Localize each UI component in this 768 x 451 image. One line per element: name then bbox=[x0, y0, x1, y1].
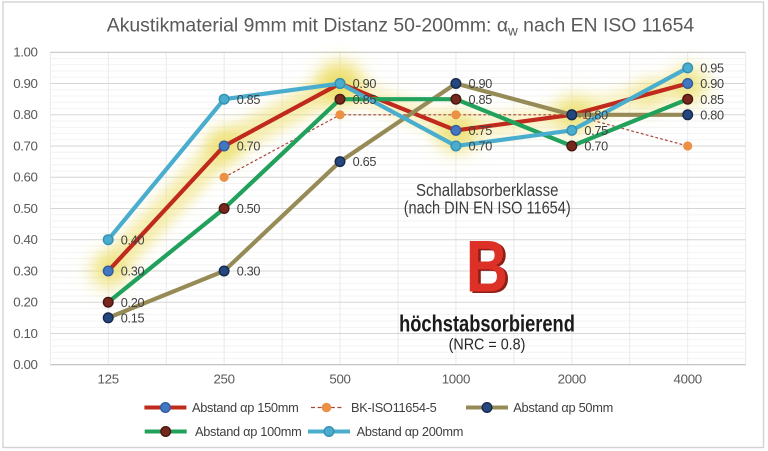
svg-text:0.70: 0.70 bbox=[237, 140, 261, 154]
svg-text:0.50: 0.50 bbox=[13, 201, 37, 216]
svg-text:0.40: 0.40 bbox=[13, 232, 37, 247]
svg-text:125: 125 bbox=[98, 372, 119, 387]
svg-text:0.70: 0.70 bbox=[469, 140, 493, 154]
svg-text:4000: 4000 bbox=[674, 372, 702, 387]
svg-text:0.90: 0.90 bbox=[700, 77, 724, 91]
svg-text:höchstabsorbierend: höchstabsorbierend bbox=[399, 311, 575, 337]
svg-text:0.70: 0.70 bbox=[584, 140, 608, 154]
svg-text:0.15: 0.15 bbox=[121, 311, 145, 325]
svg-text:0.85: 0.85 bbox=[237, 93, 261, 107]
svg-text:0.50: 0.50 bbox=[237, 202, 261, 216]
svg-text:0.00: 0.00 bbox=[13, 357, 37, 372]
svg-text:0.80: 0.80 bbox=[700, 108, 724, 122]
svg-text:0.30: 0.30 bbox=[121, 265, 145, 279]
svg-text:(nach DIN EN ISO 11654): (nach DIN EN ISO 11654) bbox=[404, 198, 571, 218]
svg-text:0.30: 0.30 bbox=[237, 265, 261, 279]
svg-text:BK-ISO11654-5: BK-ISO11654-5 bbox=[351, 400, 437, 415]
svg-text:250: 250 bbox=[213, 372, 234, 387]
svg-text:(NRC = 0.8): (NRC = 0.8) bbox=[449, 337, 526, 354]
svg-text:0.40: 0.40 bbox=[121, 233, 145, 247]
svg-text:Schallabsorberklasse: Schallabsorberklasse bbox=[416, 180, 559, 200]
svg-text:500: 500 bbox=[329, 372, 350, 387]
svg-text:Abstand αp 200mm: Abstand αp 200mm bbox=[357, 424, 463, 439]
svg-text:0.10: 0.10 bbox=[13, 326, 37, 341]
svg-text:Abstand αp 150mm: Abstand αp 150mm bbox=[192, 400, 298, 415]
svg-text:1000: 1000 bbox=[442, 372, 470, 387]
svg-text:0.65: 0.65 bbox=[353, 155, 377, 169]
svg-text:0.70: 0.70 bbox=[13, 138, 37, 153]
svg-text:0.80: 0.80 bbox=[584, 108, 608, 122]
svg-text:0.75: 0.75 bbox=[584, 124, 608, 138]
svg-text:0.60: 0.60 bbox=[13, 170, 37, 185]
svg-text:0.85: 0.85 bbox=[469, 93, 493, 107]
svg-text:Akustikmaterial 9mm mit Distan: Akustikmaterial 9mm mit Distanz 50-200mm… bbox=[107, 15, 695, 39]
svg-text:B: B bbox=[466, 226, 508, 308]
svg-text:0.30: 0.30 bbox=[13, 263, 37, 278]
svg-text:0.85: 0.85 bbox=[700, 93, 724, 107]
svg-text:2000: 2000 bbox=[558, 372, 586, 387]
svg-text:1.00: 1.00 bbox=[13, 45, 37, 60]
svg-text:0.85: 0.85 bbox=[353, 93, 377, 107]
svg-text:Abstand αp 50mm: Abstand αp 50mm bbox=[513, 400, 613, 415]
svg-text:0.20: 0.20 bbox=[13, 295, 37, 310]
svg-text:Abstand αp 100mm: Abstand αp 100mm bbox=[195, 424, 301, 439]
svg-text:0.90: 0.90 bbox=[13, 76, 37, 91]
svg-text:0.75: 0.75 bbox=[469, 124, 493, 138]
svg-text:0.80: 0.80 bbox=[13, 107, 37, 122]
svg-text:0.90: 0.90 bbox=[353, 77, 377, 91]
svg-text:0.20: 0.20 bbox=[121, 296, 145, 310]
svg-text:0.90: 0.90 bbox=[469, 77, 493, 91]
svg-text:0.95: 0.95 bbox=[700, 62, 724, 76]
